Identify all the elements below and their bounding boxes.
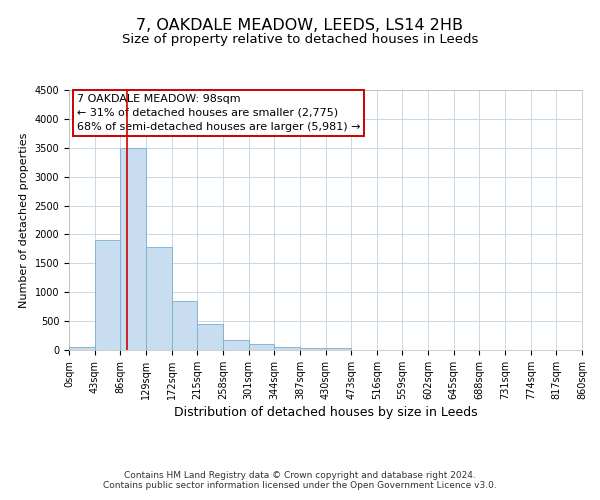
Y-axis label: Number of detached properties: Number of detached properties bbox=[19, 132, 29, 308]
Bar bbox=[223, 340, 248, 350]
Bar bbox=[300, 348, 325, 350]
Bar bbox=[121, 148, 146, 350]
Bar bbox=[146, 248, 172, 350]
Bar bbox=[95, 240, 121, 350]
Bar bbox=[274, 346, 300, 350]
Bar bbox=[172, 301, 197, 350]
Bar bbox=[197, 324, 223, 350]
Text: 7, OAKDALE MEADOW, LEEDS, LS14 2HB: 7, OAKDALE MEADOW, LEEDS, LS14 2HB bbox=[137, 18, 464, 32]
Text: Contains HM Land Registry data © Crown copyright and database right 2024.: Contains HM Land Registry data © Crown c… bbox=[124, 472, 476, 480]
Bar bbox=[69, 347, 95, 350]
Text: Contains public sector information licensed under the Open Government Licence v3: Contains public sector information licen… bbox=[103, 482, 497, 490]
Bar bbox=[325, 348, 351, 350]
Bar bbox=[248, 344, 274, 350]
X-axis label: Distribution of detached houses by size in Leeds: Distribution of detached houses by size … bbox=[173, 406, 478, 419]
Text: 7 OAKDALE MEADOW: 98sqm
← 31% of detached houses are smaller (2,775)
68% of semi: 7 OAKDALE MEADOW: 98sqm ← 31% of detache… bbox=[77, 94, 360, 132]
Text: Size of property relative to detached houses in Leeds: Size of property relative to detached ho… bbox=[122, 32, 478, 46]
